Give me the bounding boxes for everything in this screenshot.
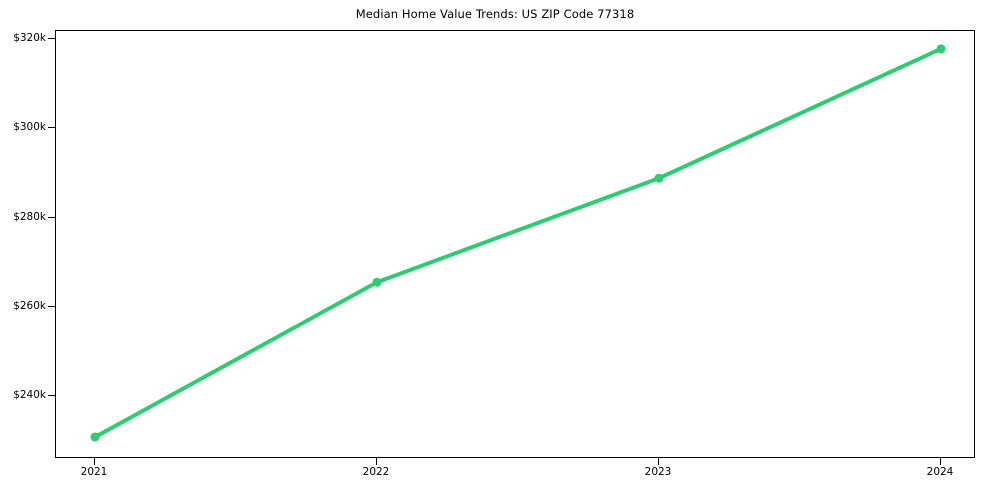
y-axis-tick-label: $280k (13, 210, 46, 223)
y-axis-tick-mark (48, 127, 55, 129)
data-point-marker (372, 277, 382, 287)
chart-title: Median Home Value Trends: US ZIP Code 77… (355, 7, 635, 21)
y-axis-tick-mark (48, 395, 55, 396)
data-point-marker (654, 173, 664, 183)
x-axis-tick-label: 2023 (644, 466, 672, 478)
y-axis-tick-mark (48, 216, 55, 218)
plot-svg (90, 44, 946, 442)
x-axis-tick-mark (94, 458, 95, 465)
y-axis-tick-label: $320k (13, 32, 46, 44)
data-point-marker (936, 44, 946, 54)
x-axis-tick-label: 2024 (926, 466, 954, 478)
plot-area (55, 30, 975, 458)
data-point-marker (90, 432, 100, 442)
series-markers (90, 44, 946, 442)
series-line-median-home-value (93, 46, 943, 440)
x-axis-tick-label: 2022 (362, 466, 390, 478)
x-axis-tick-label: 2021 (80, 466, 108, 478)
x-axis-tick-mark (940, 458, 941, 465)
y-axis-tick-label: $240k (13, 389, 46, 401)
y-axis-tick-label: $260k (13, 299, 46, 312)
y-axis-tick-labels: $240k $260k $280k $300k $320k (0, 0, 46, 490)
x-axis-tick-mark (376, 458, 377, 465)
y-axis-tick-mark (48, 38, 55, 39)
x-axis-tick-mark (658, 458, 659, 465)
y-axis-tick-label: $300k (13, 121, 46, 134)
y-axis-tick-mark (48, 305, 55, 307)
